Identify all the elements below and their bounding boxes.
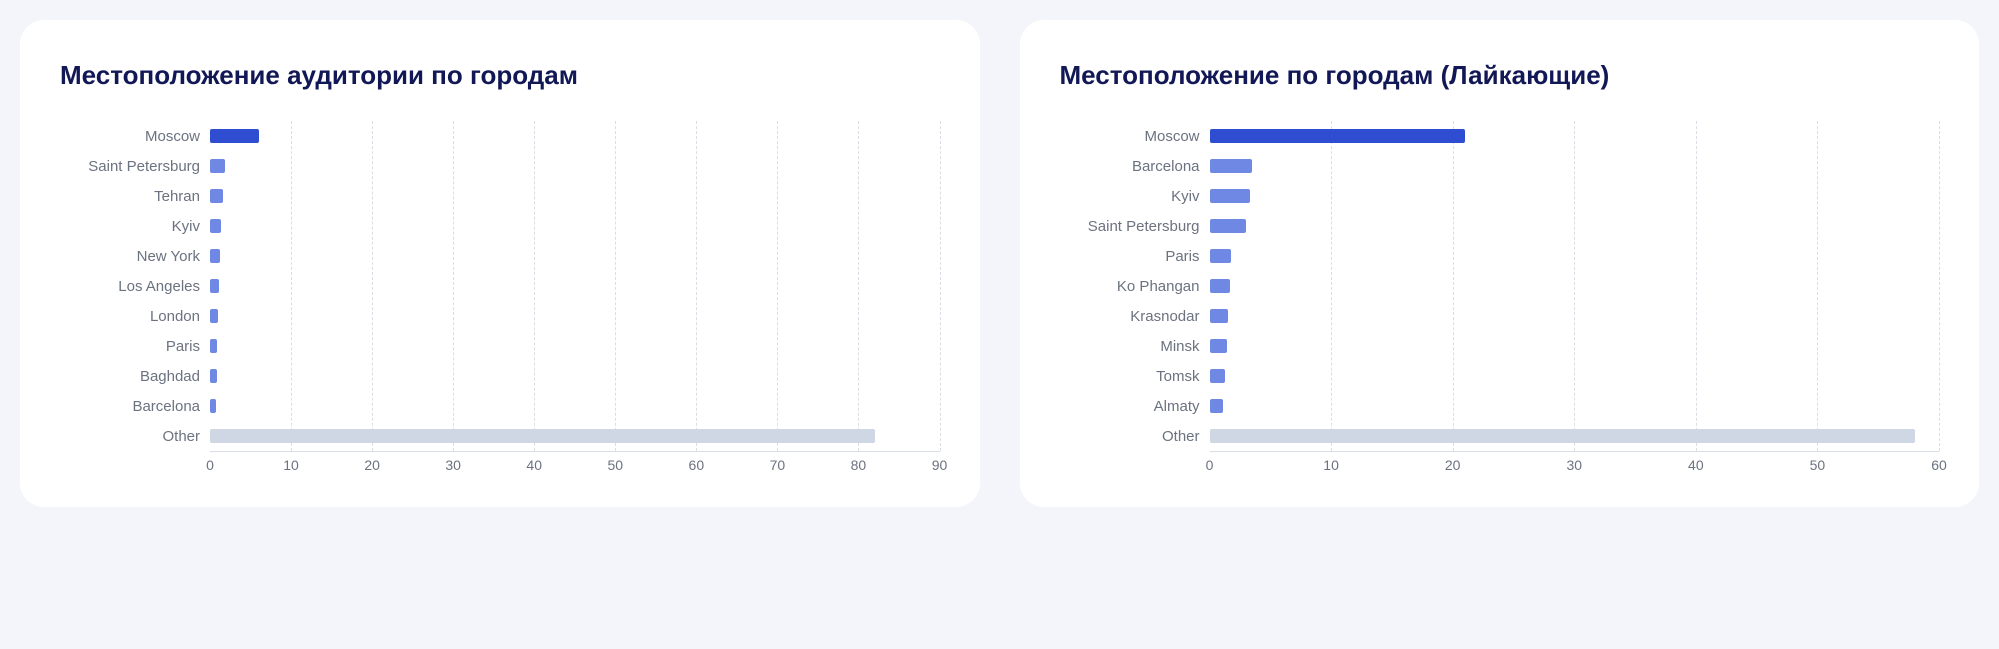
- category-label: Other: [1060, 428, 1200, 445]
- x-tick-label: 50: [607, 457, 623, 473]
- category-label: Paris: [60, 338, 200, 355]
- plot: Moscow Saint Petersburg Tehran Kyiv New York…: [210, 121, 940, 451]
- x-tick-label: 70: [770, 457, 786, 473]
- category-label: Almaty: [1060, 398, 1200, 415]
- bar-row: Paris: [210, 336, 940, 356]
- bar-row: Kyiv: [1210, 186, 1940, 206]
- bar: [210, 129, 259, 143]
- bar: [1210, 189, 1250, 203]
- x-tick-label: 60: [689, 457, 705, 473]
- bar-row: Kyiv: [210, 216, 940, 236]
- category-label: Minsk: [1060, 338, 1200, 355]
- x-tick-label: 30: [1566, 457, 1582, 473]
- category-label: Barcelona: [60, 398, 200, 415]
- bar: [1210, 219, 1246, 233]
- bar: [1210, 129, 1465, 143]
- bar: [1210, 399, 1223, 413]
- bar-row: Other: [1210, 426, 1940, 446]
- x-tick-label: 90: [932, 457, 948, 473]
- bar: [1210, 279, 1231, 293]
- bar: [210, 279, 219, 293]
- bar-row: Saint Petersburg: [210, 156, 940, 176]
- category-label: Kyiv: [1060, 188, 1200, 205]
- x-tick-label: 60: [1931, 457, 1947, 473]
- bar: [210, 249, 220, 263]
- x-tick-label: 10: [283, 457, 299, 473]
- chart-card: Местоположение аудитории по городам Mosco…: [20, 20, 980, 507]
- category-label: Other: [60, 428, 200, 445]
- category-label: Saint Petersburg: [60, 158, 200, 175]
- x-axis: 0102030405060: [1210, 451, 1940, 477]
- category-label: Tehran: [60, 188, 200, 205]
- category-label: Paris: [1060, 248, 1200, 265]
- bar-row: Baghdad: [210, 366, 940, 386]
- category-label: London: [60, 308, 200, 325]
- bar-row: Barcelona: [1210, 156, 1940, 176]
- bar-row: Tomsk: [1210, 366, 1940, 386]
- bar-row: Tehran: [210, 186, 940, 206]
- x-tick-label: 40: [1688, 457, 1704, 473]
- x-tick-label: 20: [1445, 457, 1461, 473]
- bar-row: Other: [210, 426, 940, 446]
- bar: [210, 399, 216, 413]
- chart-area: Moscow Saint Petersburg Tehran Kyiv New York…: [60, 121, 940, 477]
- bar: [1210, 429, 1915, 443]
- category-label: Moscow: [1060, 128, 1200, 145]
- bar: [210, 189, 223, 203]
- plot: Moscow Barcelona Kyiv Saint Petersburg Paris…: [1210, 121, 1940, 451]
- category-label: Saint Petersburg: [1060, 218, 1200, 235]
- category-label: New York: [60, 248, 200, 265]
- bar: [1210, 369, 1226, 383]
- x-tick-label: 20: [364, 457, 380, 473]
- bar-row: London: [210, 306, 940, 326]
- bar-row: Almaty: [1210, 396, 1940, 416]
- bar-rows: Moscow Saint Petersburg Tehran Kyiv New York…: [210, 121, 940, 451]
- bar: [1210, 249, 1232, 263]
- bar-row: Moscow: [210, 126, 940, 146]
- category-label: Kyiv: [60, 218, 200, 235]
- category-label: Baghdad: [60, 368, 200, 385]
- bar-row: New York: [210, 246, 940, 266]
- gridline: [940, 121, 941, 451]
- category-label: Los Angeles: [60, 278, 200, 295]
- x-tick-label: 50: [1810, 457, 1826, 473]
- x-tick-label: 40: [526, 457, 542, 473]
- bar: [210, 309, 218, 323]
- category-label: Moscow: [60, 128, 200, 145]
- bar-row: Moscow: [1210, 126, 1940, 146]
- bar-row: Krasnodar: [1210, 306, 1940, 326]
- chart-title: Местоположение по городам (Лайкающие): [1060, 60, 1940, 91]
- bar: [1210, 339, 1227, 353]
- gridline: [1939, 121, 1940, 451]
- bar: [1210, 159, 1253, 173]
- bar: [1210, 309, 1228, 323]
- category-label: Tomsk: [1060, 368, 1200, 385]
- bar: [210, 429, 875, 443]
- chart-card: Местоположение по городам (Лайкающие) Mos…: [1020, 20, 1980, 507]
- x-tick-label: 30: [445, 457, 461, 473]
- bar-row: Barcelona: [210, 396, 940, 416]
- x-tick-label: 10: [1323, 457, 1339, 473]
- bar-row: Ko Phangan: [1210, 276, 1940, 296]
- bar: [210, 369, 217, 383]
- x-tick-label: 0: [1206, 457, 1214, 473]
- bar-rows: Moscow Barcelona Kyiv Saint Petersburg Paris…: [1210, 121, 1940, 451]
- bar: [210, 339, 217, 353]
- category-label: Barcelona: [1060, 158, 1200, 175]
- bar-row: Minsk: [1210, 336, 1940, 356]
- bar: [210, 159, 225, 173]
- bar: [210, 219, 221, 233]
- bar-row: Paris: [1210, 246, 1940, 266]
- category-label: Krasnodar: [1060, 308, 1200, 325]
- x-tick-label: 80: [851, 457, 867, 473]
- x-axis: 0102030405060708090: [210, 451, 940, 477]
- x-tick-label: 0: [206, 457, 214, 473]
- chart-area: Moscow Barcelona Kyiv Saint Petersburg Paris…: [1060, 121, 1940, 477]
- chart-title: Местоположение аудитории по городам: [60, 60, 940, 91]
- category-label: Ko Phangan: [1060, 278, 1200, 295]
- bar-row: Los Angeles: [210, 276, 940, 296]
- bar-row: Saint Petersburg: [1210, 216, 1940, 236]
